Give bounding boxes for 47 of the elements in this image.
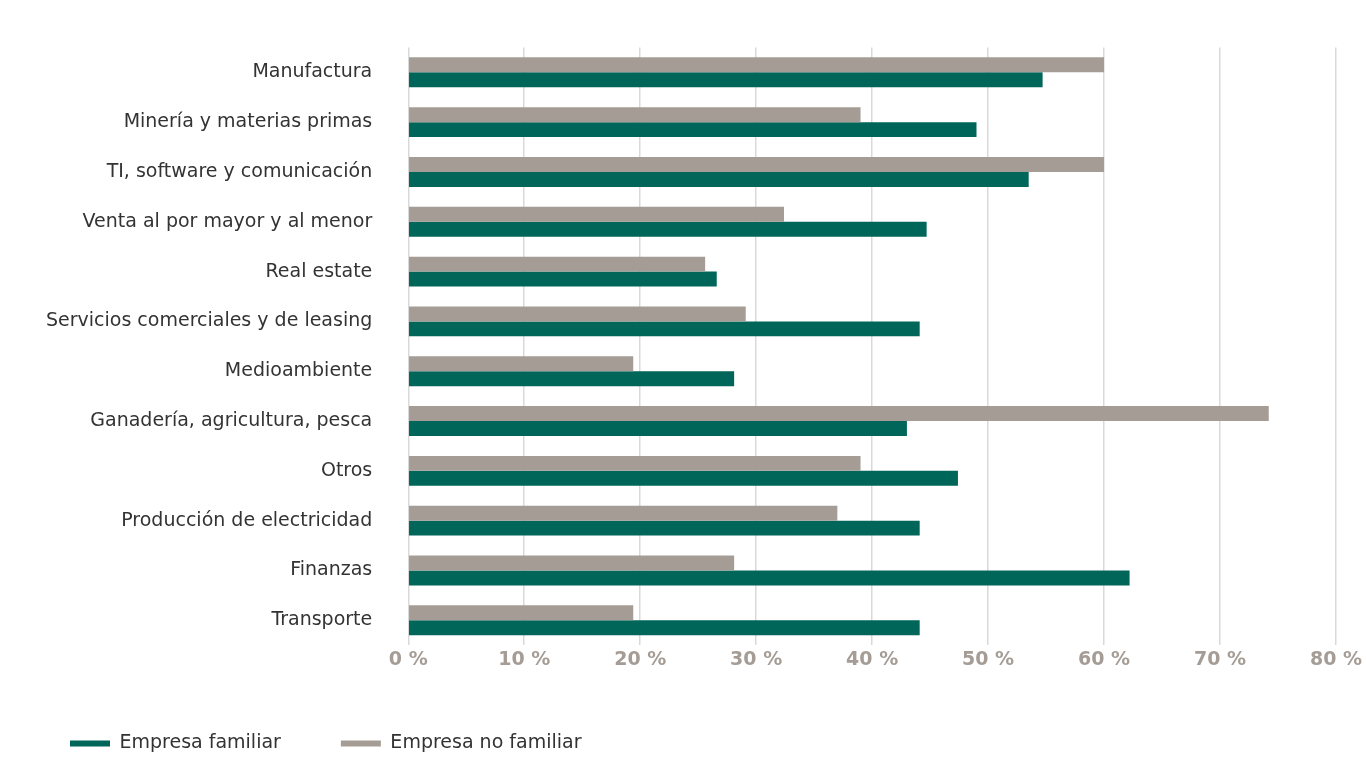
y-tick-label: Medioambiente xyxy=(224,358,373,381)
bar xyxy=(409,206,784,222)
x-tick-label: 40 % xyxy=(846,646,899,669)
y-tick-label: Otros xyxy=(320,457,373,480)
bar xyxy=(409,271,717,287)
bar xyxy=(409,107,861,123)
bar xyxy=(409,555,735,571)
bar xyxy=(409,171,1029,187)
y-tick-label: Manufactura xyxy=(252,59,373,82)
legend-label: Empresa familiar xyxy=(119,730,282,753)
bar xyxy=(409,406,1269,422)
y-tick-label: Minería y materias primas xyxy=(123,109,373,132)
bar xyxy=(409,157,1105,172)
x-tick-label: 0 % xyxy=(388,646,428,669)
bar xyxy=(409,72,1043,88)
x-tick-label: 50 % xyxy=(962,646,1015,669)
y-tick-label: Transporte xyxy=(270,607,373,630)
y-tick-label: Venta al por mayor y al menor xyxy=(82,208,373,231)
x-tick-label: 20 % xyxy=(614,646,667,669)
bar xyxy=(409,455,861,471)
bar xyxy=(409,306,746,322)
bar xyxy=(409,57,1105,73)
legend-label: Empresa no familiar xyxy=(390,730,582,753)
y-tick-label: TI, software y comunicación xyxy=(105,158,373,181)
y-tick-label: Ganadería, agricultura, pesca xyxy=(90,407,373,430)
y-tick-label: Real estate xyxy=(265,258,373,281)
bar xyxy=(409,570,1130,586)
y-tick-label: Finanzas xyxy=(290,557,373,580)
bar xyxy=(409,256,706,272)
x-tick-label: 30 % xyxy=(730,646,783,669)
bar xyxy=(409,122,977,138)
bar xyxy=(409,221,927,237)
y-tick-label: Producción de electricidad xyxy=(121,507,373,530)
bar xyxy=(409,321,920,337)
x-tick-label: 80 % xyxy=(1309,646,1363,669)
bar xyxy=(409,520,920,536)
bar xyxy=(409,470,958,486)
x-tick-label: 70 % xyxy=(1193,646,1247,669)
bar xyxy=(409,421,907,436)
bar xyxy=(409,371,735,387)
y-tick-label: Servicios comerciales y de leasing xyxy=(45,308,373,331)
bar xyxy=(409,620,920,636)
x-tick-label: 60 % xyxy=(1078,646,1131,669)
bar xyxy=(409,605,634,621)
bar xyxy=(409,356,634,372)
x-tick-label: 10 % xyxy=(498,646,551,669)
bar xyxy=(409,505,838,521)
